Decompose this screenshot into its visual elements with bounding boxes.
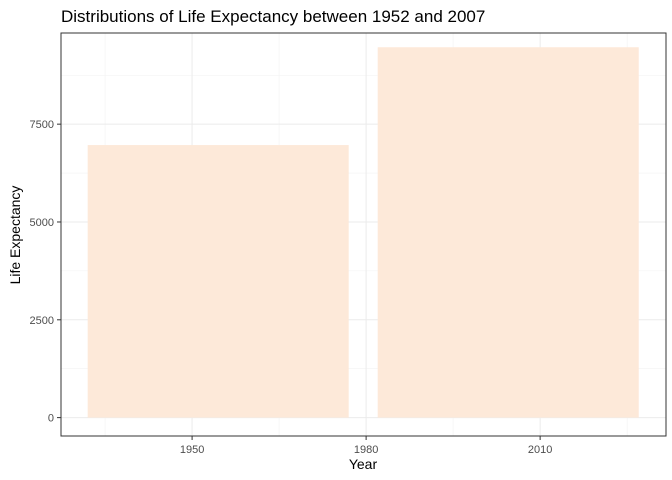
x-tick-label: 2010 [528,444,552,456]
x-tick-label: 1980 [354,444,378,456]
y-tick-label: 0 [48,413,54,425]
x-tick-label: 1950 [180,444,204,456]
y-tick-label: 5000 [30,217,54,229]
panel-border [60,32,667,437]
y-tick-label: 2500 [30,315,54,327]
chart-title: Distributions of Life Expectancy between… [61,7,485,26]
tick-layer: 1950 1980 2010 0 2500 5000 7500 [30,119,553,456]
y-tick-label: 7500 [30,119,54,131]
bar-2 [377,47,639,418]
bar-1 [87,145,349,418]
bar-layer [87,47,639,418]
x-axis-title: Year [349,456,378,472]
y-axis-title: Life Expectancy [7,186,23,285]
